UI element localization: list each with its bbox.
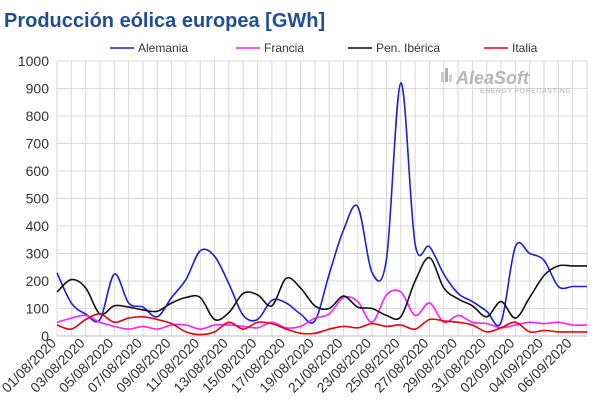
y-tick-label: 700 [26,136,50,152]
legend: Alemania Francia Pen. Ibérica Italia [110,41,538,55]
y-tick-label: 0 [41,328,49,344]
y-tick-label: 200 [26,273,50,289]
x-axis-ticks: 01/08/202003/08/202005/08/202007/08/2020… [0,335,575,396]
aleasoft-logo-subtext: ENERGY FORECASTING [480,88,571,95]
aleasoft-logo-icon [441,68,452,82]
y-tick-label: 500 [26,191,50,207]
y-tick-label: 800 [26,108,50,124]
y-axis-ticks: 0 100 200 300 400 500 600 700 800 900 1000 [18,53,49,344]
chart-title: Producción eólica europea [GWh] [4,10,325,32]
series-line-pen-ib-rica [56,256,587,321]
y-tick-label: 900 [26,81,50,97]
series-lines [56,82,588,336]
legend-label: Pen. Ibérica [376,41,440,55]
aleasoft-logo-text: AleaSoft [455,68,530,88]
y-tick-label: 400 [26,218,50,234]
aleasoft-watermark: AleaSoft ENERGY FORECASTING [441,68,571,95]
y-tick-label: 600 [26,163,50,179]
legend-label: Italia [512,41,538,55]
y-tick-label: 100 [26,301,50,317]
grid-lines [56,60,588,337]
legend-label: Alemania [138,41,188,55]
series-line-italia [56,313,587,336]
y-tick-label: 300 [26,246,50,262]
series-line-alemania [56,82,587,327]
y-tick-label: 1000 [18,53,49,69]
legend-label: Francia [264,41,304,55]
